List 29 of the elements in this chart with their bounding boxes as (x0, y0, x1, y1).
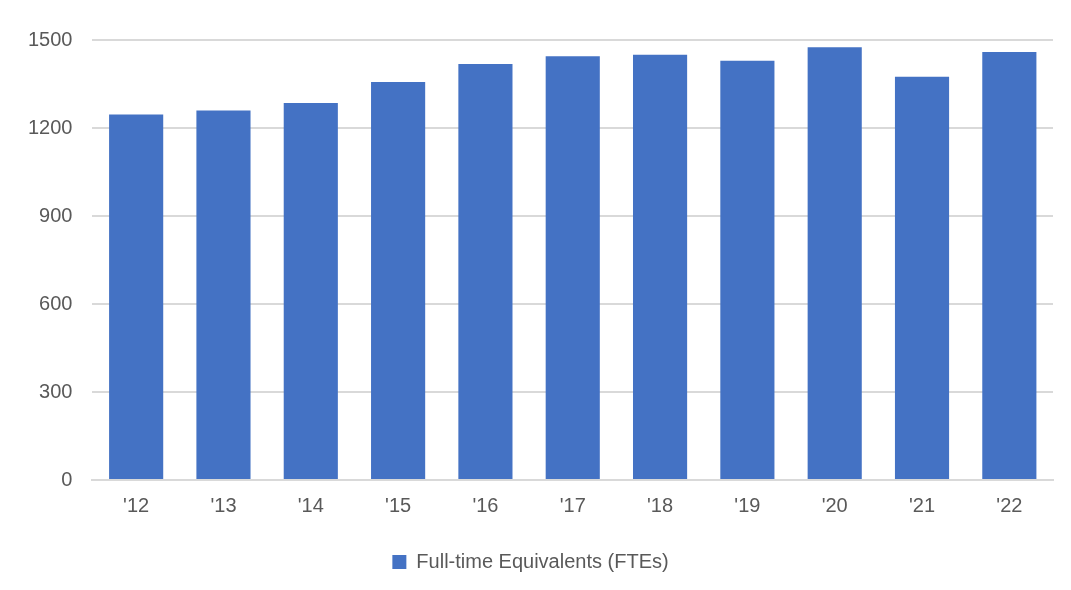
bar (196, 110, 251, 479)
x-tick-label: '17 (559, 493, 586, 516)
x-tick-label: '12 (123, 493, 150, 516)
bar (633, 54, 688, 479)
y-tick-label: 0 (61, 467, 73, 490)
y-tick-label: 600 (39, 291, 73, 314)
legend-label: Full-time Equivalents (FTEs) (416, 549, 669, 572)
y-tick-label: 300 (39, 379, 73, 402)
x-tick-label: '22 (996, 493, 1023, 516)
bar (545, 56, 600, 479)
bar (371, 81, 426, 479)
y-tick-label: 1200 (27, 115, 73, 138)
x-tick-label: '20 (821, 493, 848, 516)
bar (458, 64, 513, 479)
x-tick-label: '15 (385, 493, 412, 516)
x-tick-label: '21 (908, 493, 936, 516)
bar (109, 114, 164, 479)
x-tick-label: '16 (472, 493, 499, 516)
bar (283, 103, 338, 479)
x-tick-label: '18 (647, 493, 674, 516)
bar (720, 60, 775, 479)
y-tick-label: 1500 (27, 27, 73, 50)
bar (894, 76, 950, 479)
x-tick-label: '14 (297, 493, 324, 516)
y-tick-label: 900 (39, 203, 73, 226)
x-tick-label: '13 (210, 493, 237, 516)
bar (982, 52, 1037, 479)
x-tick-label: '19 (734, 493, 761, 516)
bar (807, 47, 862, 479)
